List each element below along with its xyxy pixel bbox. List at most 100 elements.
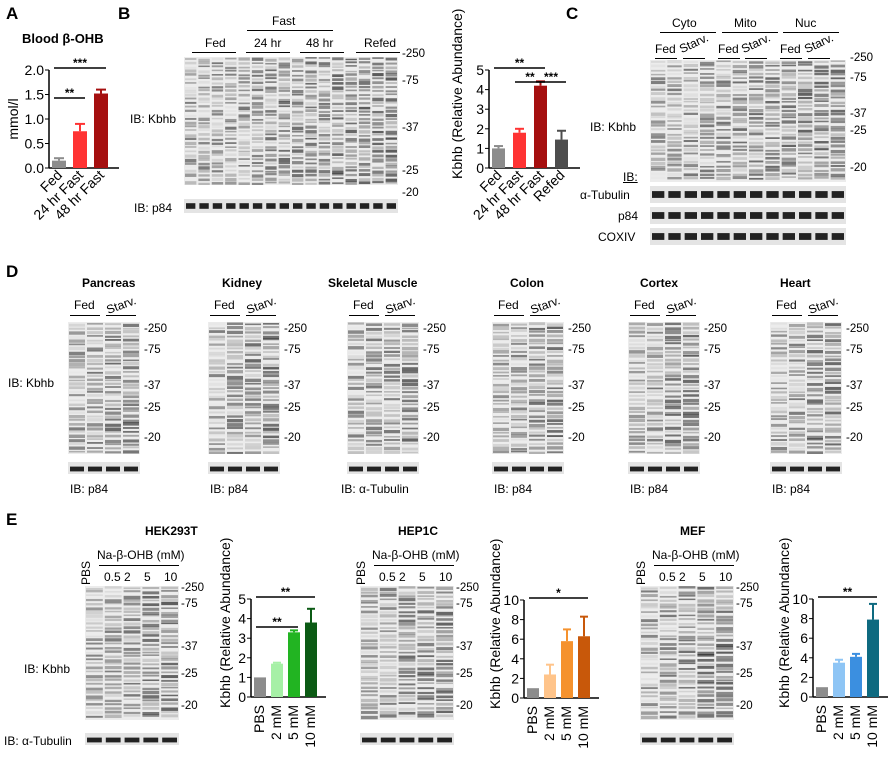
band bbox=[716, 655, 733, 659]
band bbox=[683, 100, 698, 103]
band bbox=[700, 81, 715, 84]
band bbox=[697, 643, 715, 646]
band bbox=[366, 422, 382, 425]
band bbox=[105, 391, 121, 394]
kbhb-blot bbox=[640, 586, 734, 720]
band bbox=[198, 169, 210, 173]
band bbox=[647, 442, 663, 445]
band bbox=[104, 691, 122, 694]
band bbox=[209, 422, 225, 424]
band bbox=[211, 77, 224, 81]
band bbox=[238, 106, 250, 110]
band bbox=[263, 430, 279, 434]
band bbox=[245, 382, 261, 385]
band bbox=[814, 152, 829, 156]
band bbox=[209, 327, 225, 330]
band bbox=[651, 177, 665, 179]
band bbox=[225, 149, 237, 152]
band bbox=[123, 410, 139, 412]
band bbox=[789, 374, 805, 376]
band bbox=[547, 366, 563, 370]
band bbox=[667, 128, 682, 130]
band bbox=[511, 431, 527, 435]
band bbox=[749, 85, 764, 88]
band bbox=[683, 351, 699, 355]
band bbox=[263, 343, 279, 346]
cell-line-title: HEK293T bbox=[145, 524, 198, 538]
band bbox=[123, 698, 141, 701]
band bbox=[529, 419, 545, 423]
band bbox=[372, 110, 384, 114]
band bbox=[366, 414, 382, 417]
band bbox=[402, 323, 418, 327]
band bbox=[716, 109, 731, 112]
band bbox=[511, 354, 527, 358]
band bbox=[830, 153, 845, 156]
band bbox=[385, 158, 397, 162]
band bbox=[529, 386, 545, 390]
band bbox=[348, 330, 364, 334]
band bbox=[245, 327, 261, 331]
lane-label: Fed bbox=[205, 36, 226, 50]
band bbox=[372, 77, 384, 80]
band bbox=[771, 391, 787, 394]
band bbox=[227, 423, 243, 427]
band bbox=[245, 351, 261, 355]
band bbox=[209, 330, 225, 333]
band bbox=[318, 133, 331, 137]
band bbox=[771, 354, 787, 358]
band bbox=[245, 370, 261, 372]
band bbox=[732, 148, 747, 151]
mw-marker: -25 bbox=[568, 402, 585, 414]
band bbox=[332, 142, 344, 146]
band bbox=[384, 442, 400, 445]
band bbox=[211, 182, 224, 185]
band bbox=[716, 599, 733, 603]
band bbox=[647, 379, 663, 382]
band bbox=[651, 140, 666, 143]
band bbox=[209, 374, 225, 378]
band bbox=[667, 124, 682, 127]
band bbox=[87, 415, 103, 418]
band bbox=[69, 366, 85, 369]
band bbox=[629, 411, 645, 413]
lane-label: Fed bbox=[634, 298, 655, 312]
band bbox=[771, 378, 787, 381]
band bbox=[700, 117, 715, 121]
loading-blot bbox=[628, 462, 700, 474]
band bbox=[683, 411, 699, 415]
band bbox=[529, 363, 545, 366]
band bbox=[292, 169, 304, 173]
band bbox=[417, 714, 435, 718]
band bbox=[123, 450, 139, 454]
band bbox=[799, 191, 812, 198]
band bbox=[511, 339, 527, 342]
band bbox=[402, 382, 418, 386]
band bbox=[830, 173, 845, 178]
band bbox=[716, 651, 733, 654]
band bbox=[86, 711, 103, 715]
band bbox=[651, 124, 666, 127]
band bbox=[227, 358, 243, 360]
band bbox=[305, 65, 317, 67]
band bbox=[493, 335, 509, 339]
band bbox=[529, 434, 545, 437]
band bbox=[417, 650, 435, 653]
y-tick-label: 2 bbox=[511, 670, 519, 686]
band bbox=[379, 714, 397, 718]
band bbox=[123, 330, 139, 334]
band bbox=[493, 362, 509, 366]
band bbox=[104, 618, 122, 622]
band bbox=[825, 419, 841, 422]
band bbox=[647, 335, 663, 338]
band bbox=[807, 402, 823, 405]
band bbox=[815, 233, 828, 240]
band bbox=[185, 117, 197, 120]
ib-label: IB: α-Tubulin bbox=[341, 482, 409, 496]
band bbox=[789, 394, 805, 398]
kbhb-blot bbox=[492, 322, 564, 454]
treatment-label: Na-β-OHB (mM) bbox=[372, 548, 460, 562]
band bbox=[830, 112, 845, 116]
lane-group-line bbox=[246, 315, 276, 316]
